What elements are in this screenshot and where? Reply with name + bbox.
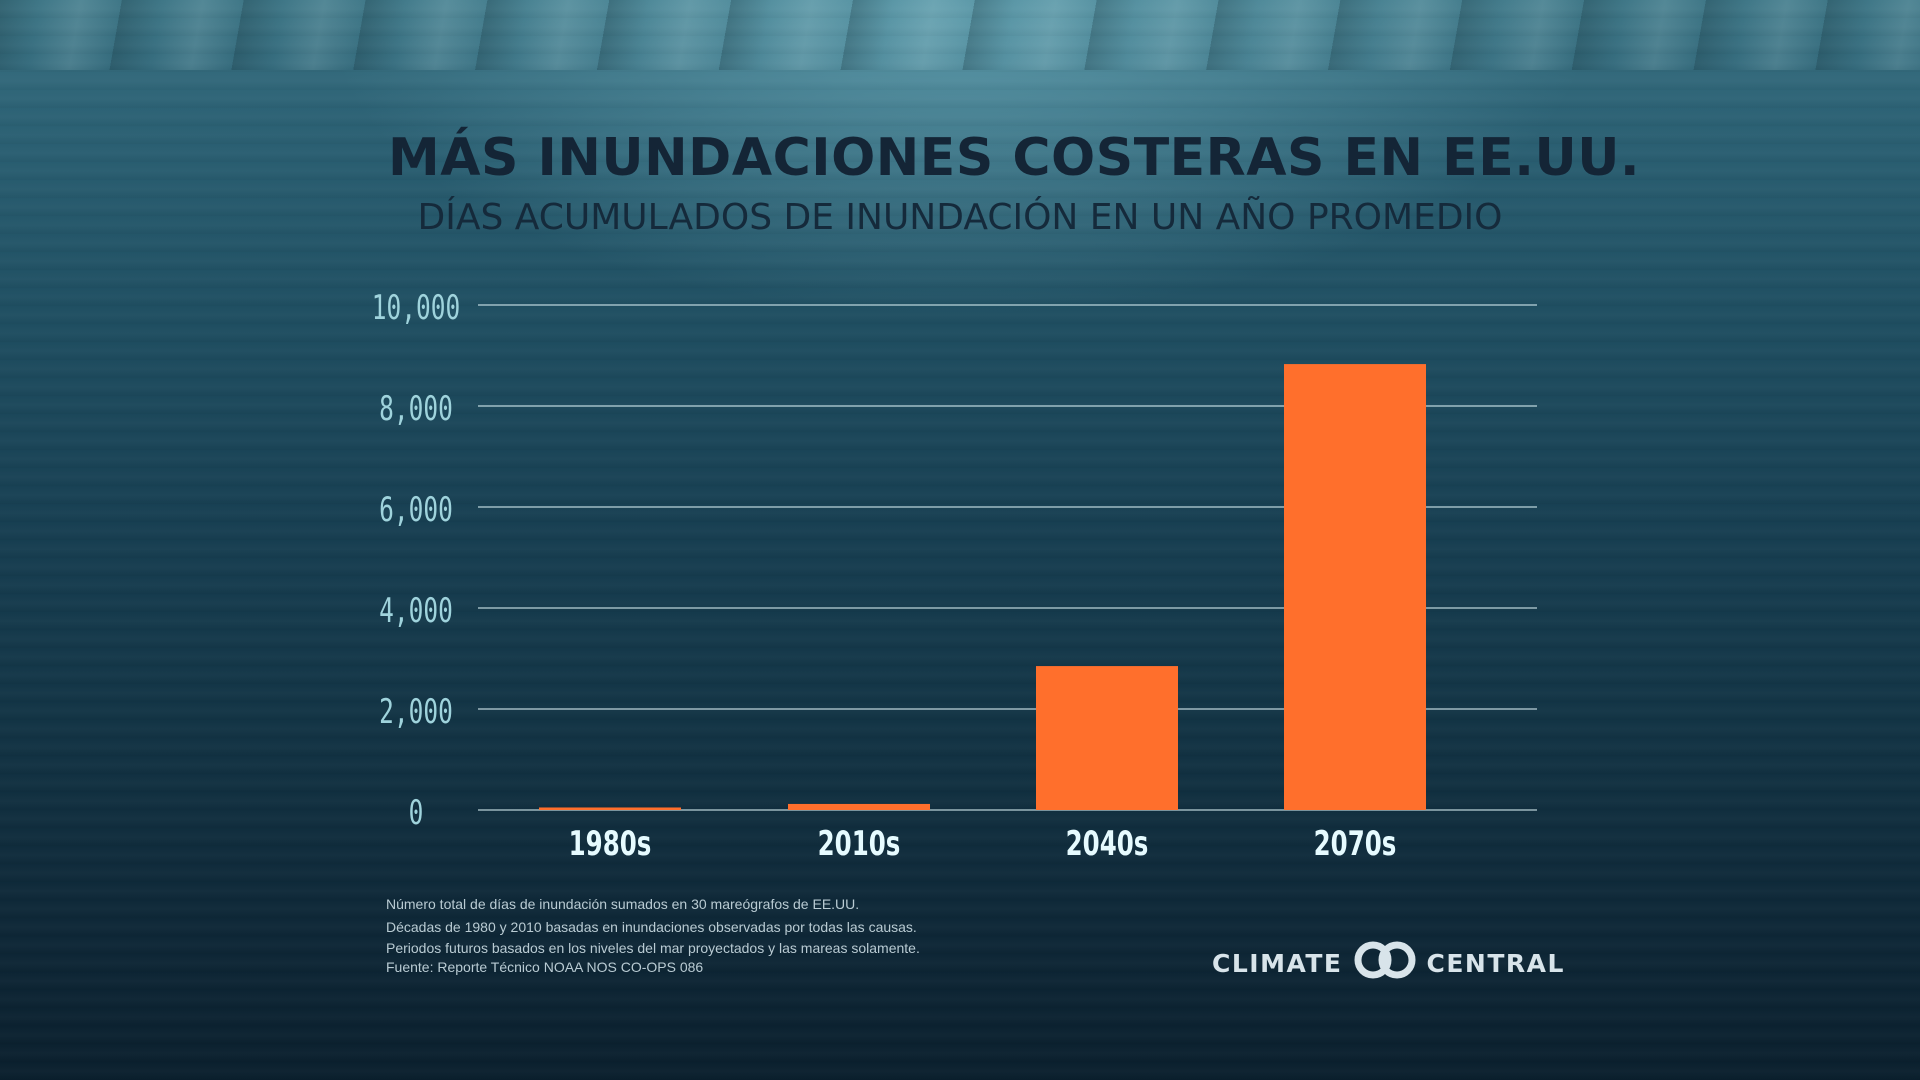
y-tick-label: 10,000 [372, 288, 460, 327]
x-category-label: 1980s [569, 824, 652, 863]
y-tick-label: 2,000 [379, 692, 453, 731]
x-category-label: 2040s [1066, 824, 1149, 863]
logo-text-climate: CLIMATE [1212, 948, 1343, 978]
y-tick-label: 4,000 [379, 591, 453, 630]
logo-text-central: CENTRAL [1426, 948, 1565, 978]
bar-2070s [1284, 364, 1426, 810]
bar-2040s [1036, 666, 1178, 810]
footnotes: Número total de días de inundación sumad… [386, 893, 920, 976]
chart-subtitle: DÍAS ACUMULADOS DE INUNDACIÓN EN UN AÑO … [417, 197, 1503, 238]
footnote-line-3: Periodos futuros basados en los niveles … [386, 940, 920, 956]
bar-1980s [539, 807, 681, 810]
footnote-line-1: Número total de días de inundación sumad… [386, 896, 860, 912]
y-tick-label: 6,000 [379, 490, 453, 529]
footnote-line-4: Fuente: Reporte Técnico NOAA NOS CO-OPS … [386, 959, 704, 975]
footnote-line-2: Décadas de 1980 y 2010 basadas en inunda… [386, 918, 917, 935]
climate-central-logo: CLIMATE CENTRAL [1212, 941, 1565, 985]
bar-2010s [788, 803, 930, 810]
x-category-label: 2070s [1314, 824, 1397, 863]
y-tick-label: 0 [409, 793, 424, 832]
climate-central-rings-icon [1349, 940, 1421, 986]
x-category-label: 2010s [818, 824, 901, 863]
chart-title: MÁS INUNDACIONES COSTERAS EN EE.UU. [388, 128, 1641, 188]
y-tick-label: 8,000 [379, 389, 453, 428]
